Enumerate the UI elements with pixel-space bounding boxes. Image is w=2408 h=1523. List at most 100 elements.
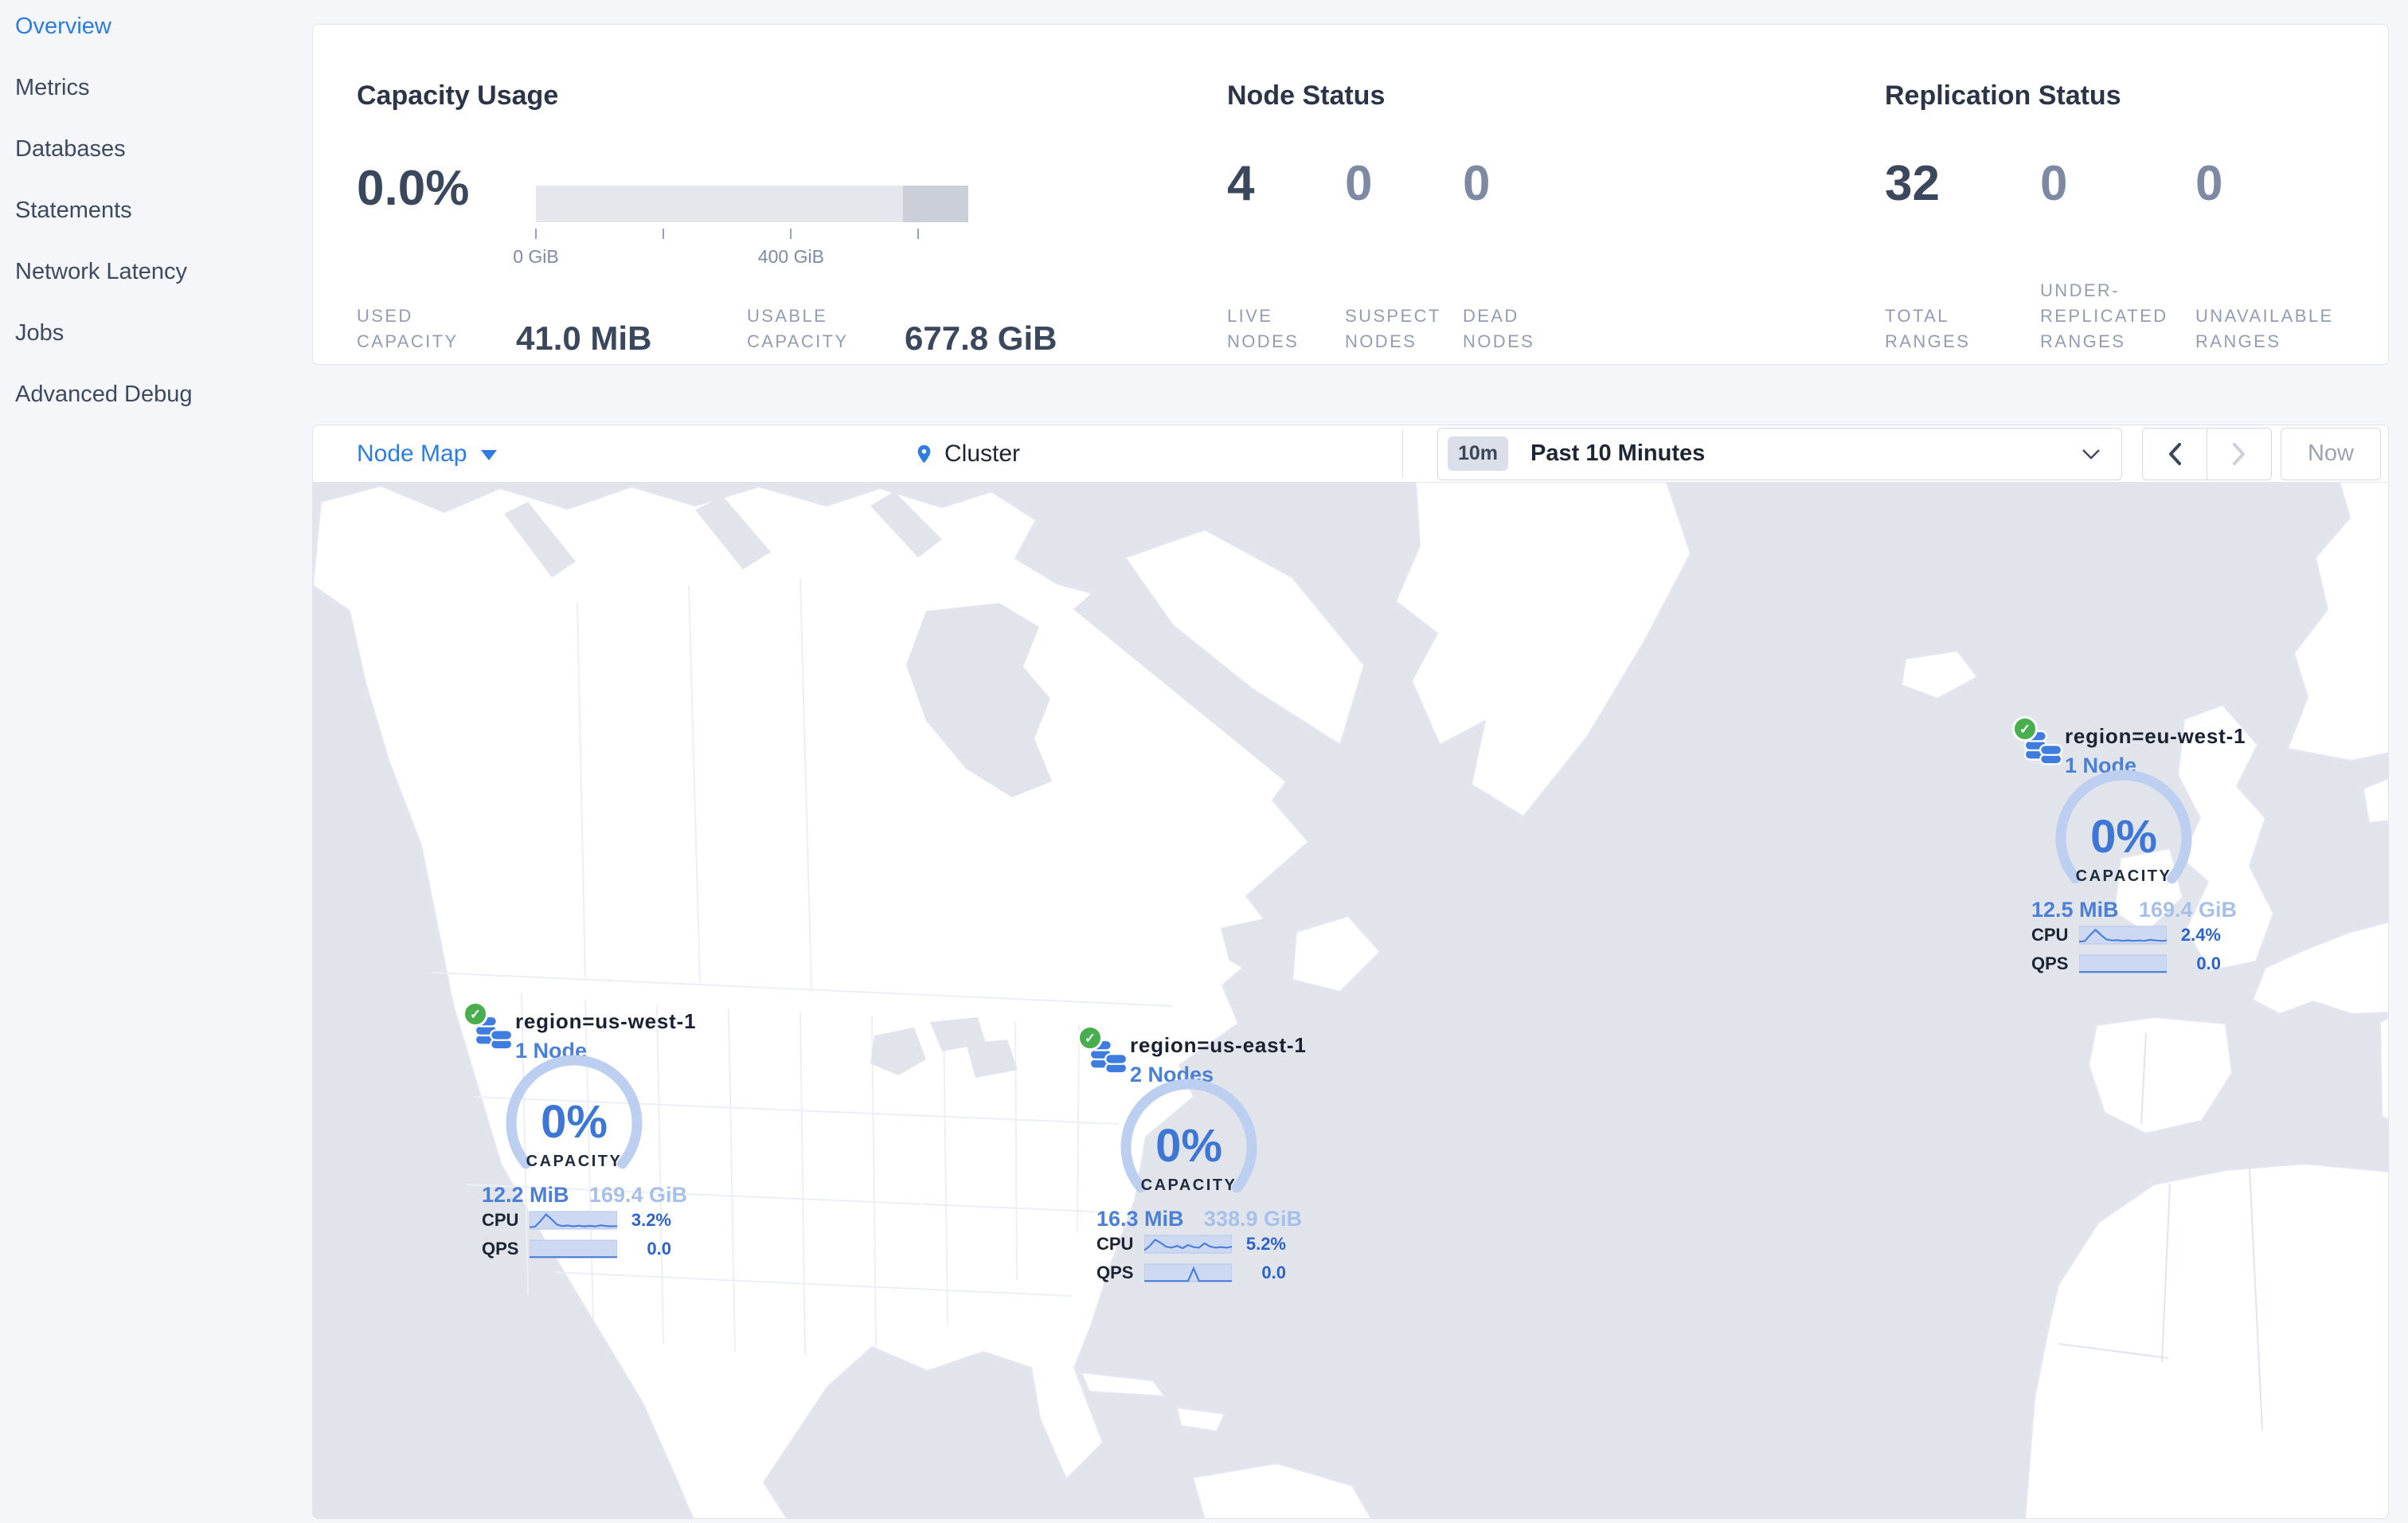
gauge-capacity-label: CAPACITY [2075,867,2172,885]
sidebar-item-databases[interactable]: Databases [15,136,126,162]
total-capacity: 338.9 GiB [1203,1207,1302,1231]
sidebar-item-jobs[interactable]: Jobs [15,320,64,346]
chevron-down-icon [2082,448,2100,460]
capacity-usage-title: Capacity Usage [357,80,559,111]
dead-nodes-label: DEAD NODES [1463,306,1535,351]
live-nodes-label: LIVE NODES [1227,306,1300,351]
region-marker-us-west-1[interactable]: ✓ region=us-west-1 1 Node 0% CAPACITY 12… [463,1001,702,1264]
live-nodes-count: 4 [1227,156,1255,211]
check-circle-icon: ✓ [2012,716,2038,742]
time-range-label: Past 10 Minutes [1530,440,1706,466]
capacity-bar [536,186,968,222]
capacity-bar-ticks: 0 GiB 400 GiB [513,229,968,280]
node-status-section: Node Status 4 0 0 LIVE NODES SUSPECT NOD… [1227,25,1864,364]
total-ranges-label: TOTAL RANGES [1885,306,1971,351]
sidebar-item-metrics[interactable]: Metrics [15,75,90,100]
used-capacity: 16.3 MiB [1096,1207,1184,1231]
toolbar-divider [1402,430,1403,477]
cpu-label: CPU [2031,925,2069,945]
check-circle-icon: ✓ [1077,1025,1103,1051]
used-capacity: 12.5 MiB [2031,898,2119,922]
region-label: region=eu-west-1 [2065,724,2246,748]
under-replicated-ranges-count: 0 [2040,156,2068,211]
world-map [313,482,2388,1518]
database-icon [1089,1039,1128,1075]
unavailable-ranges-count: 0 [2195,156,2223,211]
breadcrumb[interactable]: Cluster [913,425,1020,482]
now-button[interactable]: Now [2281,427,2381,480]
total-capacity: 169.4 GiB [588,1183,687,1207]
capacity-bar-other-segment [903,186,968,222]
map-toolbar: Node Map Cluster 10m Past 10 Minutes [313,425,2388,483]
view-mode-label: Node Map [357,440,467,467]
time-range-badge: 10m [1448,437,1509,471]
qps-sparkline [530,1239,617,1259]
time-step-back-button[interactable] [2143,428,2207,480]
capacity-gauge: 0% CAPACITY [2052,764,2195,910]
replication-status-section: Replication Status 32 0 0 TOTAL RANGES U… [1885,25,2379,364]
node-map-panel: Node Map Cluster 10m Past 10 Minutes [312,425,2389,1519]
node-map: ✓ region=us-west-1 1 Node 0% CAPACITY 12… [313,482,2388,1518]
sidebar-item-overview[interactable]: Overview [15,14,111,39]
total-capacity: 169.4 GiB [2138,898,2237,922]
time-range-dropdown[interactable]: 10m Past 10 Minutes [1437,427,2122,480]
qps-label: QPS [2031,953,2069,973]
sidebar-item-statements[interactable]: Statements [15,198,132,223]
cpu-value: 2.4% [2180,925,2221,945]
capacity-bar-tick-label: 0 GiB [513,246,559,267]
region-marker-eu-west-1[interactable]: ✓ region=eu-west-1 1 Node 0% CAPACITY 12… [2012,716,2251,979]
capacity-bar-usable-segment [536,186,903,222]
breadcrumb-label: Cluster [944,440,1021,467]
capacity-usage-section: Capacity Usage 0.0% 0 GiB 400 GiB USED CA… [357,25,1217,364]
dropdown-triangle-icon [481,450,498,460]
under-replicated-ranges-label: UNDER-REPLICATED RANGES [2040,280,2168,351]
qps-label: QPS [482,1239,519,1259]
cpu-sparkline [530,1210,617,1231]
capacity-bar-tick-label: 400 GiB [757,246,824,267]
used-capacity-value: 41.0 MiB [516,319,652,357]
cpu-sparkline [2079,925,2167,946]
suspect-nodes-label: SUSPECT NODES [1345,306,1441,351]
gauge-percent: 0% [1155,1120,1222,1172]
used-capacity: 12.2 MiB [482,1183,569,1207]
chevron-left-icon [2169,442,2181,465]
view-mode-dropdown[interactable]: Node Map [357,425,498,482]
qps-sparkline [2079,953,2167,974]
capacity-gauge: 0% CAPACITY [502,1049,646,1196]
usable-capacity-value: 677.8 GiB [905,319,1057,357]
node-status-title: Node Status [1227,80,1386,111]
qps-value: 0.0 [1261,1263,1286,1282]
replication-status-title: Replication Status [1885,80,2121,111]
gauge-capacity-label: CAPACITY [1140,1177,1237,1194]
used-capacity-label: USED CAPACITY [357,306,459,351]
cpu-label: CPU [482,1210,519,1230]
qps-label: QPS [1096,1263,1134,1282]
qps-sparkline [1144,1263,1232,1283]
qps-value: 0.0 [647,1239,671,1259]
capacity-gauge-arc [506,1055,643,1169]
total-ranges-count: 32 [1885,156,1940,211]
cpu-value: 5.2% [1245,1234,1286,1254]
capacity-gauge-arc [2055,769,2192,884]
time-step-forward-button[interactable] [2207,429,2271,480]
location-pin-icon [917,444,931,463]
gauge-percent: 0% [541,1096,608,1148]
suspect-nodes-count: 0 [1345,156,1373,211]
gauge-percent: 0% [2090,811,2157,863]
cpu-value: 3.2% [631,1210,671,1230]
check-glyph: ✓ [469,1006,482,1022]
check-glyph: ✓ [1084,1030,1096,1046]
time-step-controls [2142,427,2272,480]
check-circle-icon: ✓ [463,1001,488,1027]
sidebar-item-advanced-debug[interactable]: Advanced Debug [15,382,193,407]
region-label: region=us-west-1 [515,1009,697,1033]
check-glyph: ✓ [2019,721,2031,737]
usable-capacity-label: USABLE CAPACITY [747,306,849,351]
dead-nodes-count: 0 [1463,156,1491,211]
gauge-capacity-label: CAPACITY [526,1153,623,1170]
cluster-summary-panel: Capacity Usage 0.0% 0 GiB 400 GiB USED CA… [312,24,2389,365]
qps-value: 0.0 [2196,953,2221,973]
region-marker-us-east-1[interactable]: ✓ region=us-east-1 2 Nodes 0% CAPACITY 1… [1077,1025,1316,1288]
sidebar-item-network-latency[interactable]: Network Latency [15,259,187,284]
cpu-sparkline [1144,1234,1232,1255]
